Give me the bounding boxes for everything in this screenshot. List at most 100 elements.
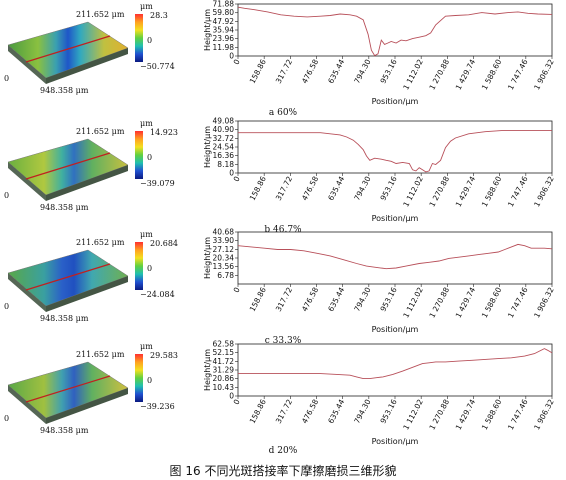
x-tick-label: 1 112.02 [401, 175, 425, 209]
x-tick-label: 0 [232, 286, 242, 295]
y-tick-label: 47.92 [213, 17, 235, 26]
x-tick-label: 953.16 [378, 58, 398, 86]
figure-panel-d: 211.652 μm 948.358 μm 0 μm 29.583 0 −39.… [0, 340, 566, 460]
x-tick-label: 158.86 [248, 175, 268, 203]
y-tick-label: 62.58 [213, 340, 235, 349]
x-axis-label: Position/μm [372, 437, 419, 446]
x-tick-label: 1 112.02 [401, 398, 425, 432]
x-tick-label: 476.58 [300, 398, 320, 426]
y-axis-label: Height/μm [203, 126, 212, 168]
x-tick-label: 1 588.60 [480, 175, 504, 209]
y-tick-label: 13.56 [213, 262, 235, 271]
y-tick-label: 71.88 [213, 0, 235, 9]
origin-label: 0 [4, 191, 10, 200]
y-size-label: 211.652 μm [76, 238, 125, 247]
x-tick-label: 1 429.74 [454, 58, 478, 92]
y-tick-label: 27.12 [213, 245, 235, 254]
panel-caption: a 60% [268, 108, 298, 118]
x-tick-label: 1 906.32 [532, 286, 556, 320]
y-size-label: 211.652 μm [76, 10, 125, 19]
x-tick-label: 1 112.02 [401, 286, 425, 320]
x-tick-label: 1 429.74 [454, 398, 478, 432]
y-axis-label: Height/μm [203, 237, 212, 279]
x-size-label: 948.358 μm [40, 203, 89, 212]
x-tick-label: 476.58 [300, 286, 320, 314]
y-tick-label: 20.34 [213, 254, 235, 263]
x-tick-label: 1 747.46 [506, 286, 530, 320]
x-tick-label: 1 270.88 [427, 398, 451, 432]
colorbar-max: 29.583 [150, 351, 178, 360]
x-tick-label: 158.86 [248, 286, 268, 314]
colorbar-max: 20.684 [150, 239, 178, 248]
colorbar [135, 242, 143, 290]
plot-frame [237, 231, 553, 285]
x-tick-label: 1 270.88 [427, 286, 451, 320]
origin-label: 0 [4, 74, 10, 83]
y-size-label: 211.652 μm [76, 350, 125, 359]
y-axis-label: Height/μm [203, 9, 212, 51]
surface-3d-image [7, 249, 129, 312]
x-tick-label: 1 429.74 [454, 175, 478, 209]
colorbar-min: −24.084 [140, 290, 175, 299]
x-tick-label: 1 747.46 [506, 175, 530, 209]
x-tick-label: 1 588.60 [480, 58, 504, 92]
surface-3d-image [7, 361, 129, 424]
y-size-label: 211.652 μm [76, 127, 125, 136]
x-axis-label: Position/μm [372, 97, 419, 106]
figure-panel-b: 211.652 μm 948.358 μm 0 μm 14.923 0 −39.… [0, 117, 566, 237]
colorbar-unit: μm [140, 342, 153, 351]
x-tick-label: 1 112.02 [401, 58, 425, 92]
x-tick-label: 317.72 [274, 175, 294, 203]
panel-caption: b 46.7% [264, 225, 302, 235]
x-tick-label: 317.72 [274, 286, 294, 314]
colorbar [135, 354, 143, 402]
colorbar-max: 28.3 [150, 11, 168, 20]
figure-panel-a: 211.652 μm 948.358 μm 0 μm 28.3 0 −50.77… [0, 0, 566, 120]
x-size-label: 948.358 μm [40, 314, 89, 323]
height-profile-line [238, 348, 553, 380]
x-tick-label: 317.72 [274, 58, 294, 86]
colorbar-min: −39.236 [140, 402, 175, 411]
x-tick-label: 794.30 [352, 58, 372, 86]
x-tick-label: 1 906.32 [532, 175, 556, 209]
x-tick-label: 794.30 [352, 286, 372, 314]
colorbar [135, 131, 143, 179]
x-tick-label: 1 906.32 [532, 398, 556, 432]
x-tick-label: 317.72 [274, 398, 294, 426]
y-tick-label: 49.08 [213, 117, 235, 126]
x-axis-label: Position/μm [372, 325, 419, 334]
colorbar-unit: μm [140, 230, 153, 239]
y-tick-label: 35.94 [213, 26, 235, 35]
y-tick-label: 16.36 [213, 151, 235, 160]
x-tick-label: 635.44 [326, 175, 346, 203]
colorbar-zero: 0 [147, 264, 153, 273]
x-tick-label: 953.16 [378, 175, 398, 203]
y-tick-label: 32.72 [213, 134, 235, 143]
x-tick-label: 0 [232, 398, 242, 407]
colorbar-zero: 0 [147, 153, 153, 162]
y-tick-label: 24.54 [213, 143, 235, 152]
y-tick-label: 31.29 [213, 366, 235, 375]
x-tick-label: 476.58 [300, 58, 320, 86]
colorbar-zero: 0 [147, 376, 153, 385]
x-tick-label: 635.44 [326, 398, 346, 426]
y-tick-label: 6.78 [217, 271, 234, 280]
x-tick-label: 476.58 [300, 175, 320, 203]
x-tick-label: 1 270.88 [427, 58, 451, 92]
colorbar-zero: 0 [147, 36, 153, 45]
x-tick-label: 953.16 [378, 286, 398, 314]
colorbar-unit: μm [140, 119, 153, 128]
colorbar-max: 14.923 [150, 128, 178, 137]
figure-caption: 图 16 不同光斑搭接率下摩擦磨损三维形貌 [169, 464, 397, 478]
height-profile-line [238, 130, 552, 173]
origin-label: 0 [4, 414, 10, 423]
height-profile-line [237, 6, 552, 57]
plot-frame [237, 343, 553, 397]
y-tick-label: 41.72 [213, 357, 235, 366]
surface-3d-image [7, 21, 129, 84]
x-tick-label: 953.16 [378, 398, 398, 426]
